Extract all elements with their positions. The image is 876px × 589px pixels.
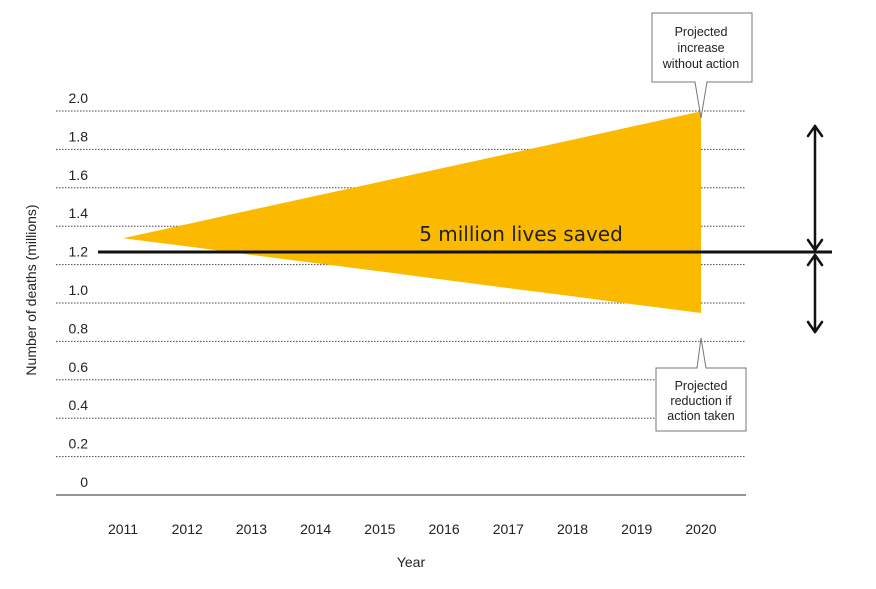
x-tick-label: 2018 — [557, 521, 588, 537]
upper-arrow-head-top — [806, 124, 824, 138]
y-tick-label: 1.6 — [69, 167, 89, 183]
x-tick-label: 2016 — [429, 521, 460, 537]
y-tick-label: 0.4 — [69, 397, 89, 413]
y-axis-ticks: 0 0.2 0.4 0.6 0.8 1.0 1.2 1.4 1.6 1.8 2.0 — [69, 90, 89, 490]
x-tick-label: 2019 — [621, 521, 652, 537]
range-arrows — [806, 124, 824, 334]
lower-arrow-head-bottom — [806, 320, 824, 334]
x-axis-ticks: 2011 2012 2013 2014 2015 2016 2017 2018 2019 2020 — [108, 521, 717, 537]
lower-callout-line-2: reduction if — [670, 394, 732, 408]
y-axis-title: Number of deaths (millions) — [23, 204, 39, 375]
x-tick-label: 2012 — [172, 521, 203, 537]
upper-callout: Projected increase without action — [651, 12, 753, 119]
y-tick-label: 1.4 — [69, 205, 89, 221]
y-tick-label: 1.8 — [69, 128, 89, 144]
projection-area — [123, 111, 701, 314]
y-tick-label: 2.0 — [69, 90, 89, 106]
upper-callout-line-2: increase — [677, 41, 724, 55]
lower-callout: Projected reduction if action taken — [655, 337, 747, 432]
y-tick-label: 0.2 — [69, 436, 89, 452]
x-axis-title: Year — [397, 554, 426, 570]
x-tick-label: 2014 — [300, 521, 331, 537]
y-tick-label: 1.0 — [69, 282, 89, 298]
projection-band — [123, 111, 701, 314]
x-tick-label: 2015 — [364, 521, 395, 537]
x-tick-label: 2020 — [685, 521, 716, 537]
lower-callout-line-3: action taken — [667, 409, 734, 423]
band-label: 5 million lives saved — [419, 222, 623, 246]
upper-arrow-head-bottom — [806, 238, 824, 252]
y-tick-label: 1.2 — [69, 244, 89, 260]
lower-callout-line-1: Projected — [675, 379, 728, 393]
y-tick-label: 0 — [80, 474, 88, 490]
x-tick-label: 2011 — [108, 521, 138, 537]
y-tick-label: 0.6 — [69, 359, 89, 375]
x-tick-label: 2017 — [493, 521, 524, 537]
x-tick-label: 2013 — [236, 521, 267, 537]
lower-arrow-head-top — [806, 253, 824, 267]
upper-callout-line-3: without action — [662, 57, 739, 71]
y-tick-label: 0.8 — [69, 320, 89, 336]
upper-callout-line-1: Projected — [675, 25, 728, 39]
